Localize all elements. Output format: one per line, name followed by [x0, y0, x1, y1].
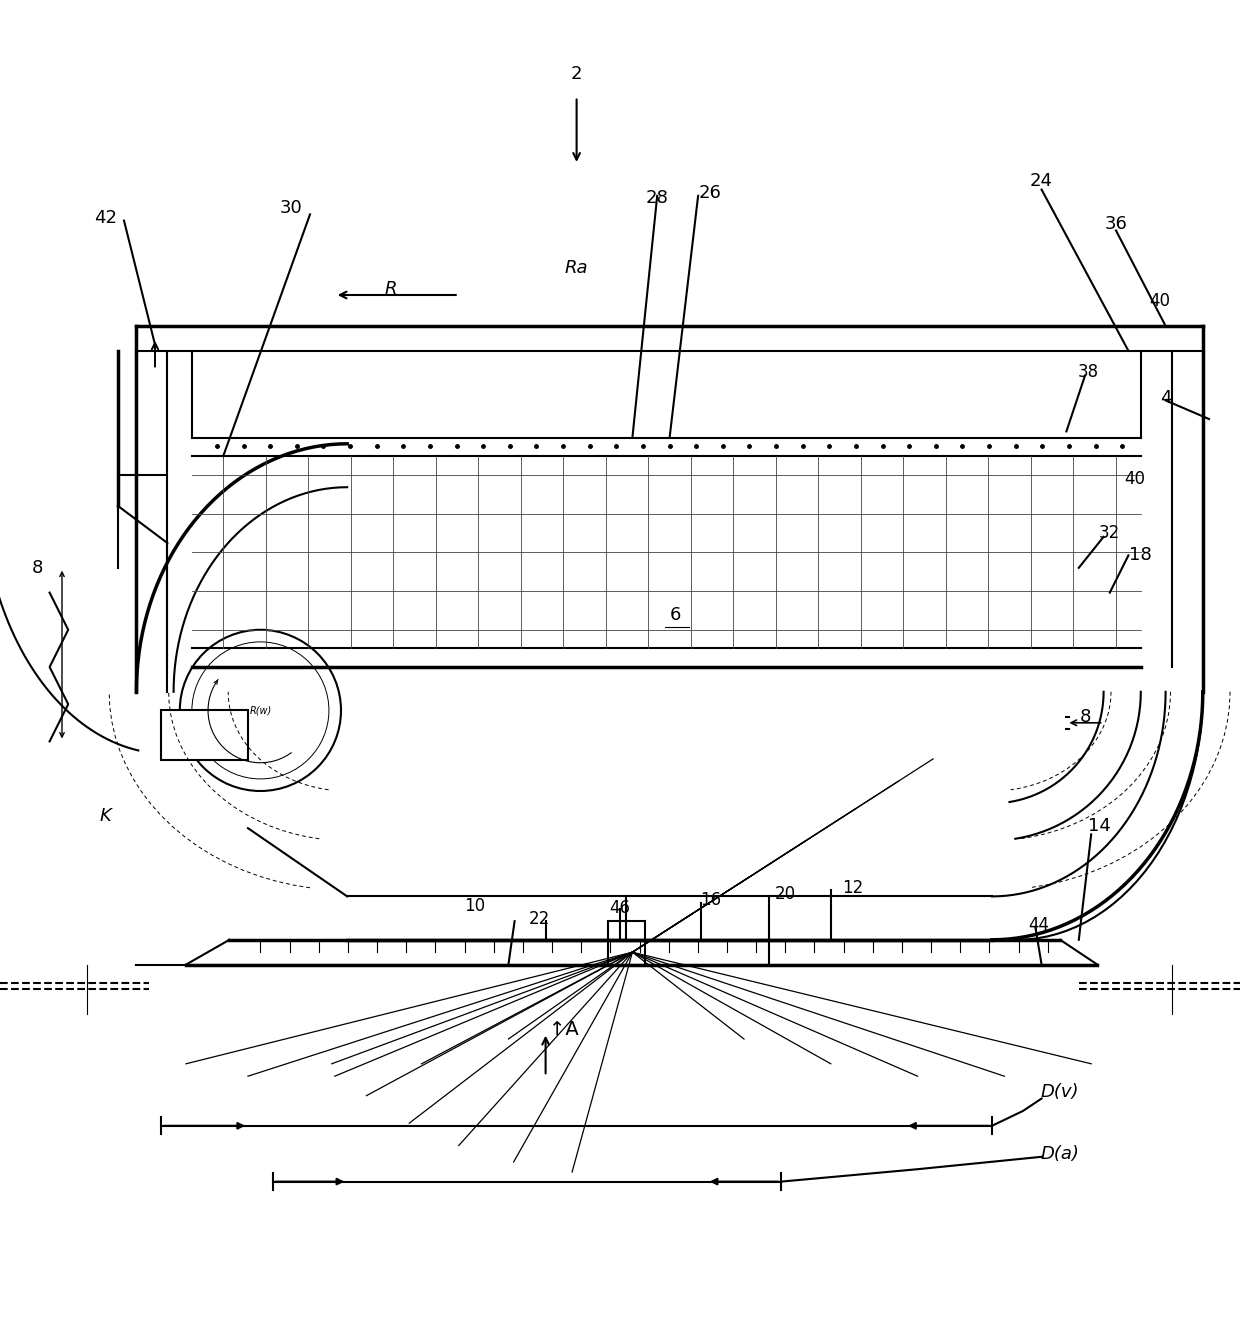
- Text: K: K: [99, 807, 112, 824]
- Text: 40: 40: [1125, 470, 1145, 487]
- Text: 14: 14: [1089, 816, 1111, 835]
- Text: 16: 16: [699, 891, 722, 908]
- Text: 26: 26: [699, 184, 722, 203]
- Text: 38: 38: [1078, 363, 1100, 382]
- Text: D(a): D(a): [1040, 1146, 1080, 1163]
- Text: 22: 22: [528, 910, 551, 927]
- Text: 20: 20: [774, 884, 796, 903]
- Text: 4: 4: [1159, 390, 1172, 407]
- Text: R: R: [384, 280, 397, 297]
- Text: 6: 6: [670, 606, 682, 624]
- Text: 36: 36: [1105, 215, 1127, 233]
- Text: 8: 8: [1079, 707, 1091, 726]
- Bar: [608, 922, 645, 964]
- Text: 12: 12: [842, 879, 864, 896]
- Text: 28: 28: [646, 189, 668, 207]
- Text: 2: 2: [570, 65, 583, 83]
- Text: 46: 46: [610, 899, 630, 916]
- Text: 40: 40: [1149, 292, 1169, 311]
- Text: 10: 10: [464, 898, 486, 915]
- Text: R(w): R(w): [249, 706, 272, 715]
- Text: 32: 32: [1099, 524, 1121, 542]
- Text: Ra: Ra: [565, 259, 588, 276]
- Text: D(v): D(v): [1040, 1083, 1080, 1102]
- Text: ↑A: ↑A: [549, 1019, 579, 1039]
- Bar: [161, 711, 248, 760]
- Text: 42: 42: [94, 209, 117, 227]
- Text: 18: 18: [1130, 547, 1152, 564]
- Text: 24: 24: [1030, 172, 1053, 189]
- Text: 44: 44: [1029, 916, 1049, 934]
- Text: 30: 30: [280, 199, 303, 217]
- Text: 8: 8: [31, 559, 43, 576]
